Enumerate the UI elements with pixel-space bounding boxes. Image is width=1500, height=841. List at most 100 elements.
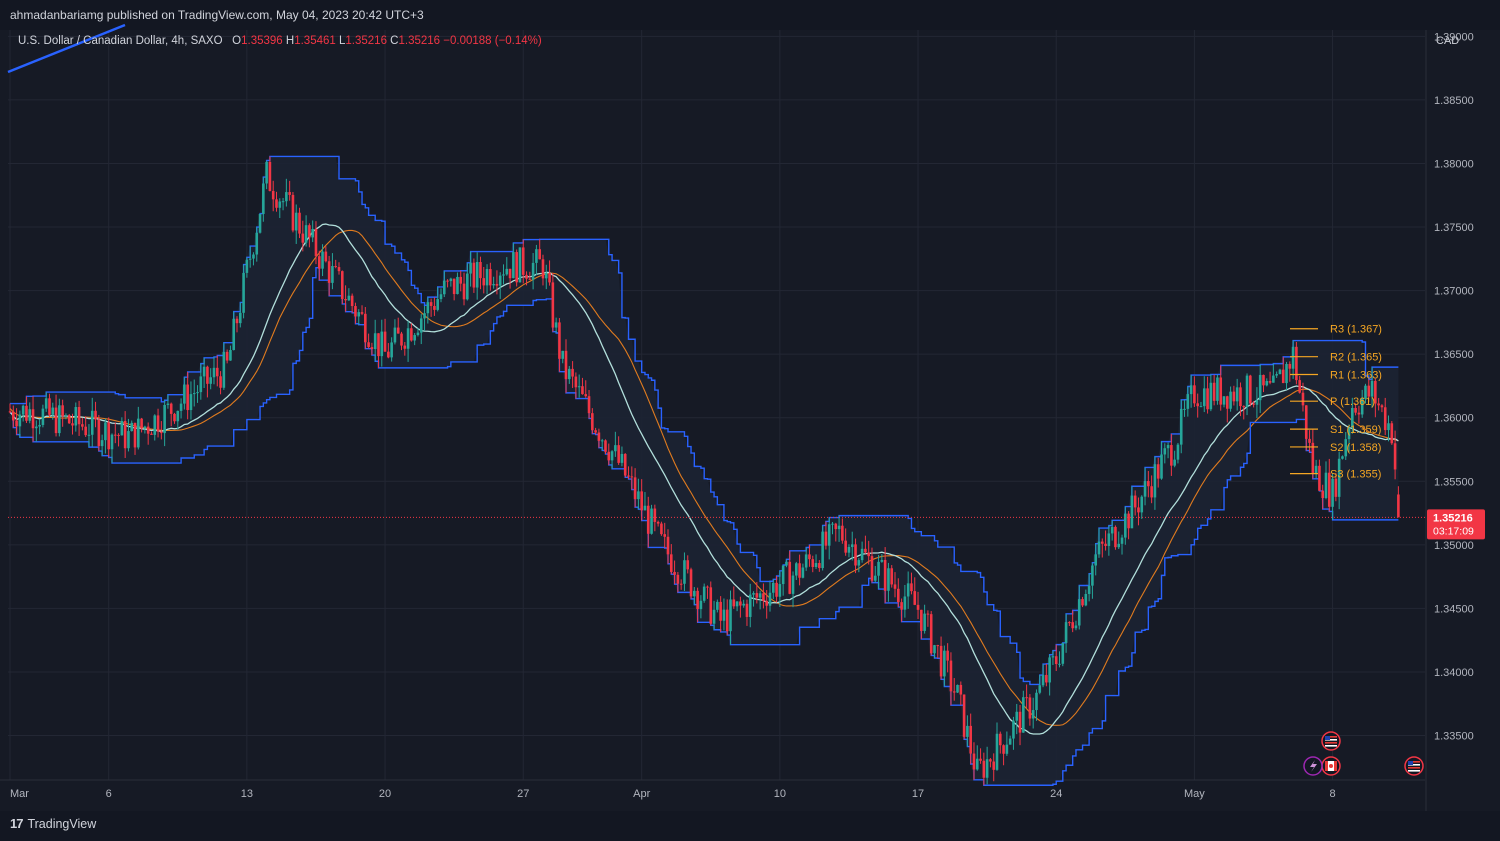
candle-body [1179, 408, 1183, 445]
candle-body [1298, 380, 1301, 393]
candle-body [225, 351, 229, 361]
candle-body [179, 403, 183, 411]
candle-body [41, 408, 45, 425]
candle-body [676, 574, 680, 584]
candle-body [334, 266, 338, 268]
price-tick-label: 1.37500 [1434, 222, 1474, 234]
price-tick-label: 1.36500 [1434, 349, 1474, 361]
candle-body [265, 161, 268, 184]
symbol-name[interactable]: U.S. Dollar / Canadian Dollar, 4h, SAXO [18, 35, 223, 47]
candle-body [311, 228, 314, 238]
candle-body [360, 312, 364, 314]
candle-body [702, 586, 706, 601]
candle-body [232, 318, 236, 350]
candle-body [949, 660, 953, 692]
candle-body [337, 267, 341, 272]
candle-body [561, 350, 565, 359]
candle-body [1028, 697, 1032, 719]
candle-body [620, 453, 624, 463]
candle-body [406, 328, 410, 349]
us-event-icon[interactable] [1321, 731, 1341, 751]
candle-body [679, 583, 683, 585]
candle-body [939, 645, 943, 677]
candle-body [1311, 442, 1315, 474]
candle-body [242, 272, 245, 313]
candle-body [814, 563, 818, 567]
candle-body [1002, 745, 1005, 754]
candle-body [1397, 494, 1400, 518]
candle-body [8, 411, 12, 413]
candle-body [883, 559, 887, 591]
candle-body [1081, 599, 1084, 606]
us-event-icon-canton [1325, 736, 1330, 740]
candle-body [1212, 382, 1216, 401]
candle-body [1327, 472, 1331, 507]
candle-body [1354, 407, 1357, 413]
candle-body [123, 420, 127, 449]
candle-body [735, 601, 739, 607]
candle-body [344, 299, 347, 301]
candle-body [1318, 465, 1321, 491]
candle-body [110, 434, 114, 450]
candle-body [1193, 385, 1196, 404]
channel-midline [9, 229, 1399, 726]
pivot-label: S3 (1.355) [1330, 469, 1381, 481]
candle-body [383, 331, 387, 352]
trend-line[interactable] [7, 23, 126, 74]
candle-body [709, 587, 713, 624]
candle-body [1347, 427, 1351, 440]
candle-body [262, 183, 265, 214]
candle-body [508, 268, 512, 279]
us-event-icon-future[interactable] [1404, 756, 1424, 776]
candle-body [472, 262, 476, 288]
candle-body [403, 345, 407, 349]
candle-body [393, 327, 397, 343]
candle-body [268, 161, 272, 191]
tradingview-logo[interactable]: 17 TradingView [10, 816, 96, 831]
candle-body [77, 407, 81, 425]
candle-body [1061, 642, 1065, 664]
candle-body [515, 252, 518, 283]
candle-body [946, 650, 949, 661]
candle-body [956, 684, 959, 693]
candle-body [1117, 543, 1121, 548]
candle-body [762, 593, 765, 601]
candle-body [11, 411, 15, 421]
candle-body [1166, 445, 1170, 449]
ca-event-icon-leaf [1329, 764, 1333, 768]
candle-body [492, 283, 495, 286]
candle-body [916, 604, 920, 610]
candle-body [120, 420, 124, 436]
bottom-bar [0, 811, 1500, 841]
candle-body [113, 434, 117, 436]
candle-body [357, 312, 361, 317]
candle-body [1295, 346, 1298, 381]
candle-body [1321, 490, 1325, 499]
candle-body [1242, 406, 1246, 408]
symbol-legend[interactable]: U.S. Dollar / Canadian Dollar, 4h, SAXO … [18, 35, 542, 47]
candle-body [150, 433, 153, 435]
candle-body [482, 278, 486, 286]
candle-body [239, 312, 242, 324]
candle-body [35, 426, 38, 429]
candle-body [1153, 464, 1157, 498]
candle-body [979, 758, 982, 761]
high-value: 1.35461 [294, 35, 336, 47]
candle-body [699, 600, 703, 610]
candle-body [1291, 346, 1295, 369]
last-price-tag[interactable] [1427, 509, 1485, 540]
candle-body [972, 753, 976, 770]
candle-body [854, 544, 857, 566]
candle-body [745, 603, 749, 617]
candle-body [1110, 526, 1114, 534]
candle-body [577, 386, 581, 388]
candle-body [459, 276, 463, 284]
candle-body [554, 322, 558, 328]
candle-body [370, 347, 374, 350]
candle-body [1367, 385, 1371, 397]
candle-body [1219, 377, 1223, 405]
candle-body [1239, 387, 1242, 407]
candle-body [127, 431, 130, 449]
candle-body [640, 491, 643, 511]
